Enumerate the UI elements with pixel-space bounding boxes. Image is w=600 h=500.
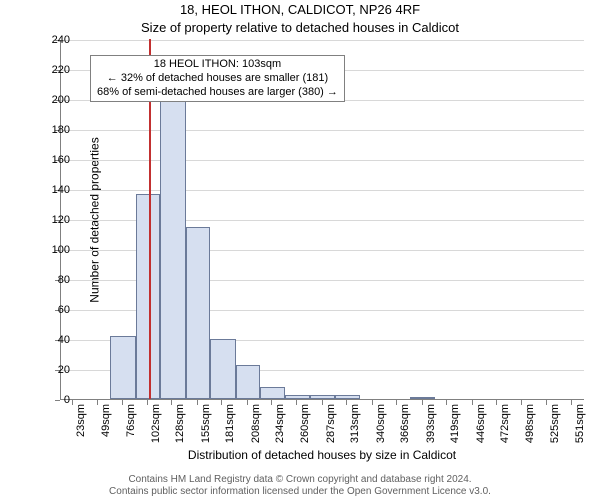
gridline [61,130,584,131]
x-tick-label: 260sqm [299,404,311,464]
y-tick-label: 120 [40,215,70,226]
x-tick-label: 102sqm [150,404,162,464]
histogram-bar [110,336,135,399]
x-tick-label: 366sqm [399,404,411,464]
y-tick-label: 100 [40,245,70,256]
x-tick-label: 181sqm [224,404,236,464]
y-tick-label: 240 [40,35,70,46]
footer-line-1: Contains HM Land Registry data © Crown c… [128,474,471,485]
x-tick-label: 340sqm [375,404,387,464]
x-tick-mark [571,400,572,405]
chart-subtitle: Size of property relative to detached ho… [0,20,600,35]
gridline [61,40,584,41]
x-tick-label: 287sqm [325,404,337,464]
histogram-bar [310,395,335,400]
x-tick-mark [122,400,123,405]
x-tick-label: 393sqm [425,404,437,464]
histogram-bar [186,227,211,400]
histogram-bar [260,387,285,399]
annotation-box: 18 HEOL ITHON: 103sqm← 32% of detached h… [90,55,345,102]
x-tick-mark [322,400,323,405]
x-tick-label: 525sqm [549,404,561,464]
histogram-bar [160,98,185,400]
footer-attribution: Contains HM Land Registry data © Crown c… [0,474,600,498]
x-tick-label: 76sqm [125,404,137,464]
footer-line-2: Contains public sector information licen… [109,486,491,497]
annotation-line: 18 HEOL ITHON: 103sqm [97,58,338,72]
x-tick-label: 446sqm [475,404,487,464]
y-tick-label: 20 [40,365,70,376]
chart-title: 18, HEOL ITHON, CALDICOT, NP26 4RF [0,2,600,17]
y-tick-label: 220 [40,65,70,76]
x-tick-mark [372,400,373,405]
x-tick-mark [271,400,272,405]
y-tick-label: 80 [40,275,70,286]
chart-container: 18, HEOL ITHON, CALDICOT, NP26 4RF Size … [0,0,600,500]
histogram-bar [335,395,360,400]
x-tick-mark [446,400,447,405]
x-tick-mark [197,400,198,405]
x-tick-label: 155sqm [200,404,212,464]
x-tick-mark [521,400,522,405]
y-tick-label: 200 [40,95,70,106]
histogram-bar [410,397,435,399]
y-tick-label: 60 [40,305,70,316]
x-tick-mark [296,400,297,405]
x-tick-mark [496,400,497,405]
x-tick-label: 313sqm [349,404,361,464]
y-axis-label-wrap: Number of detached properties [12,40,27,400]
x-tick-mark [72,400,73,405]
x-tick-label: 208sqm [250,404,262,464]
x-tick-label: 23sqm [75,404,87,464]
annotation-line: ← 32% of detached houses are smaller (18… [97,72,338,86]
histogram-bar [285,395,310,400]
x-tick-label: 472sqm [499,404,511,464]
gridline [61,190,584,191]
x-tick-mark [171,400,172,405]
x-tick-mark [422,400,423,405]
x-tick-label: 551sqm [574,404,586,464]
x-tick-mark [221,400,222,405]
y-tick-label: 180 [40,125,70,136]
x-tick-label: 419sqm [449,404,461,464]
x-tick-mark [97,400,98,405]
gridline [61,160,584,161]
x-tick-mark [247,400,248,405]
x-tick-label: 128sqm [174,404,186,464]
histogram-bar [210,339,235,399]
x-tick-mark [147,400,148,405]
annotation-line: 68% of semi-detached houses are larger (… [97,86,338,100]
x-tick-mark [472,400,473,405]
x-tick-mark [396,400,397,405]
y-tick-label: 40 [40,335,70,346]
x-tick-mark [546,400,547,405]
x-tick-mark [346,400,347,405]
y-tick-label: 0 [40,395,70,406]
x-tick-label: 498sqm [524,404,536,464]
y-tick-label: 160 [40,155,70,166]
x-tick-label: 234sqm [274,404,286,464]
x-tick-label: 49sqm [100,404,112,464]
y-tick-label: 140 [40,185,70,196]
histogram-bar [236,365,261,400]
